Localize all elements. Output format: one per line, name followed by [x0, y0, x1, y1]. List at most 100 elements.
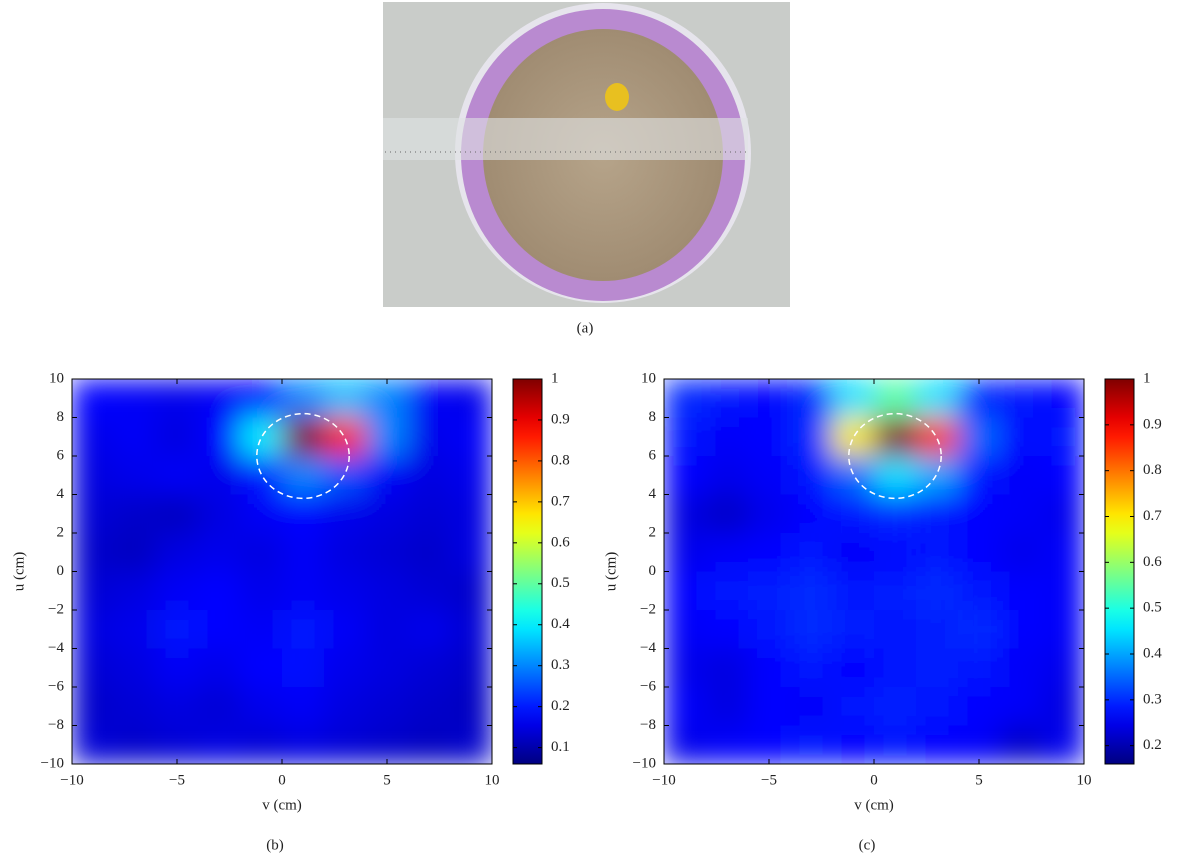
heatmap-cell [72, 649, 115, 688]
panel-caption: (b) [266, 837, 284, 853]
heatmap-cell [366, 456, 409, 495]
heatmap-cell [450, 379, 493, 418]
heatmap-cell [748, 495, 791, 534]
heatmap-cell [198, 572, 241, 611]
heatmap-cell [1000, 649, 1043, 688]
heatmap-cell [114, 495, 157, 534]
heatmap-cell [1042, 687, 1085, 726]
y-axis-label: u (cm) [11, 552, 27, 592]
heatmap-cell [664, 456, 707, 495]
heatmap-cell [240, 726, 283, 765]
heatmap-cell [1042, 418, 1085, 457]
heatmap-cell [832, 726, 875, 765]
heatmap-cell [240, 495, 283, 534]
heatmap-cell [1000, 533, 1043, 572]
heatmap-cell [408, 687, 451, 726]
heatmap-cell [240, 610, 283, 649]
heatmap-cell [408, 495, 451, 534]
heatmap-cell [1042, 456, 1085, 495]
heatmap-cell [324, 610, 367, 649]
heatmap-cell [408, 533, 451, 572]
heatmap-cell [72, 610, 115, 649]
heatmap-cell [282, 456, 325, 495]
heatmap-cell [72, 533, 115, 572]
heatmap-cell [156, 572, 199, 611]
heatmap-cell [198, 726, 241, 765]
x-tick-label: −10 [652, 772, 675, 788]
x-tick-label: 10 [1077, 772, 1092, 788]
heatmap-cell [832, 379, 875, 418]
heatmap-cell [664, 418, 707, 457]
heatmap-cell [664, 533, 707, 572]
heatmap-cell [156, 495, 199, 534]
heatmap-cell [706, 572, 749, 611]
y-tick-label: −8 [48, 717, 64, 733]
colorbar-tick-label: 0.2 [1143, 737, 1162, 753]
heatmap-cell [408, 456, 451, 495]
heatmap-cell [450, 572, 493, 611]
colorbar-tick-label: 0.5 [551, 575, 570, 591]
heatmap-cell [324, 572, 367, 611]
heatmap-cell [1042, 533, 1085, 572]
heatmap-cell [706, 495, 749, 534]
heatmap-cell [156, 533, 199, 572]
heatmap-cell [1000, 379, 1043, 418]
heatmap-cell [366, 379, 409, 418]
heatmap-cell [324, 726, 367, 765]
heatmap-cell [1042, 572, 1085, 611]
heatmap-cell [706, 456, 749, 495]
photo [383, 2, 790, 307]
heatmap-cell [114, 379, 157, 418]
heatmap-cell [832, 610, 875, 649]
y-tick-label: −10 [633, 755, 656, 771]
heatmap-cell [324, 379, 367, 418]
heatmap-cell [240, 572, 283, 611]
heatmap-cell [874, 533, 917, 572]
heatmap-cell [706, 649, 749, 688]
heatmap-cell [916, 379, 959, 418]
y-tick-label: 8 [57, 409, 65, 425]
heatmap-cell [664, 726, 707, 765]
heatmap-cell [958, 572, 1001, 611]
heatmap-cell [198, 495, 241, 534]
heatmap-cell [1042, 495, 1085, 534]
heatmap-cell [324, 533, 367, 572]
heatmap-cell [324, 495, 367, 534]
heatmap-cell [240, 533, 283, 572]
heatmap-cell [664, 687, 707, 726]
heatmap-cell [450, 726, 493, 765]
heatmap-cell [198, 379, 241, 418]
heatmap-cell [198, 533, 241, 572]
heatmap-cell [156, 726, 199, 765]
heatmap-cell [1000, 418, 1043, 457]
colorbar-tick-label: 0.9 [551, 411, 570, 427]
heatmap-cell [240, 418, 283, 457]
heatmap-cell [282, 610, 325, 649]
heatmap-cell [282, 687, 325, 726]
figure: (a) −10−50510−10−8−6−4−20246810v (cm)u (… [0, 0, 1187, 861]
colorbar-tick-label: 0.9 [1143, 416, 1162, 432]
heatmap-cell [72, 456, 115, 495]
heatmap-cell [748, 610, 791, 649]
heatmap-cell [1000, 495, 1043, 534]
heatmap-cell [790, 610, 833, 649]
heatmap-cell [916, 572, 959, 611]
heatmap-cell [874, 418, 917, 457]
heatmap-cell [916, 533, 959, 572]
y-tick-label: 4 [649, 486, 657, 502]
heatmap-cell [240, 456, 283, 495]
colorbar-tick-label: 0.8 [551, 452, 570, 468]
heatmap-cell [114, 687, 157, 726]
heatmap-cell [198, 649, 241, 688]
heatmap-cell [1000, 610, 1043, 649]
ruler [383, 118, 748, 160]
colorbar-tick-label: 0.1 [551, 739, 570, 755]
heatmap-cell [282, 418, 325, 457]
heatmap [664, 379, 1085, 765]
x-tick-label: −5 [169, 772, 185, 788]
heatmap-cell [832, 572, 875, 611]
y-tick-label: 2 [57, 524, 65, 540]
heatmap-cell [408, 379, 451, 418]
y-tick-label: −2 [640, 601, 656, 617]
colorbar-tick-label: 0.7 [1143, 508, 1162, 524]
